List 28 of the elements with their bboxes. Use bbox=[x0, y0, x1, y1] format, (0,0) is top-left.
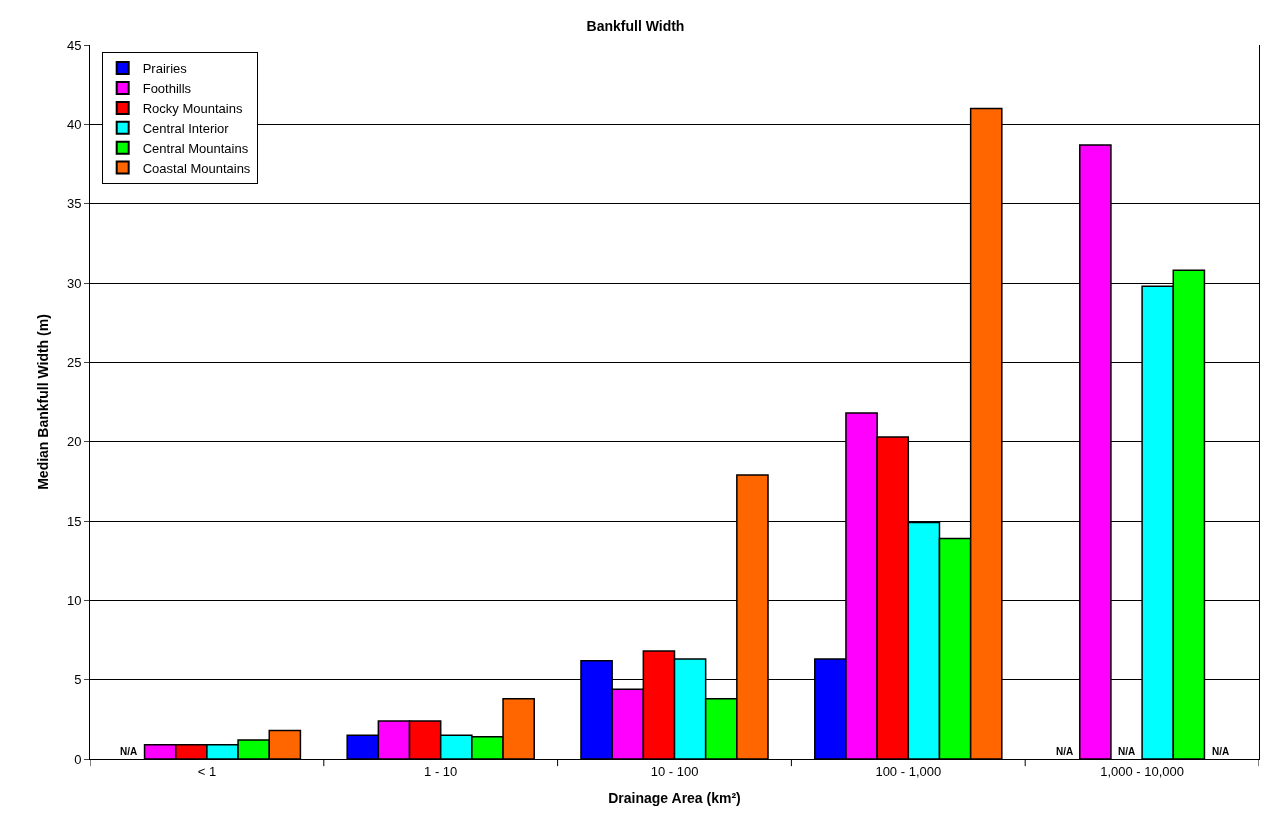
text: N/A bbox=[1118, 746, 1136, 757]
text: N/A bbox=[120, 746, 138, 757]
y-tick-label: 25 bbox=[66, 354, 82, 370]
legend-label: Central Interior bbox=[142, 120, 230, 136]
y-tick-label: 40 bbox=[66, 116, 82, 132]
y-tick-label: 20 bbox=[66, 434, 82, 450]
x-axis-title: Drainage Area (km²) bbox=[608, 789, 741, 806]
y-tick-label: 35 bbox=[66, 196, 82, 212]
legend-label: Prairies bbox=[142, 61, 188, 77]
y-tick-label: 0 bbox=[74, 751, 82, 767]
x-tick-label: 1 - 10 bbox=[424, 763, 458, 779]
x-tick-label: 1,000 - 10,000 bbox=[1100, 763, 1185, 779]
text: N/A bbox=[1056, 746, 1074, 757]
y-tick-label: 15 bbox=[66, 513, 82, 529]
x-tick-label: 10 - 100 bbox=[650, 763, 699, 779]
chart-title: Bankfull Width bbox=[586, 17, 685, 34]
y-tick-label: 30 bbox=[66, 275, 82, 291]
legend-label: Foothills bbox=[142, 81, 192, 97]
legend-label: Coastal Mountains bbox=[142, 160, 251, 176]
y-tick-label: 5 bbox=[74, 672, 82, 688]
legend-label: Central Mountains bbox=[142, 140, 249, 156]
text: N/A bbox=[1212, 746, 1230, 757]
x-tick-label: < 1 bbox=[197, 763, 217, 779]
y-tick-label: 10 bbox=[66, 592, 82, 608]
y-axis-title: Median Bankfull Width (m) bbox=[34, 314, 51, 490]
y-tick-label: 45 bbox=[66, 37, 82, 53]
legend-label: Rocky Mountains bbox=[142, 100, 243, 116]
x-tick-label: 100 - 1,000 bbox=[875, 763, 942, 779]
